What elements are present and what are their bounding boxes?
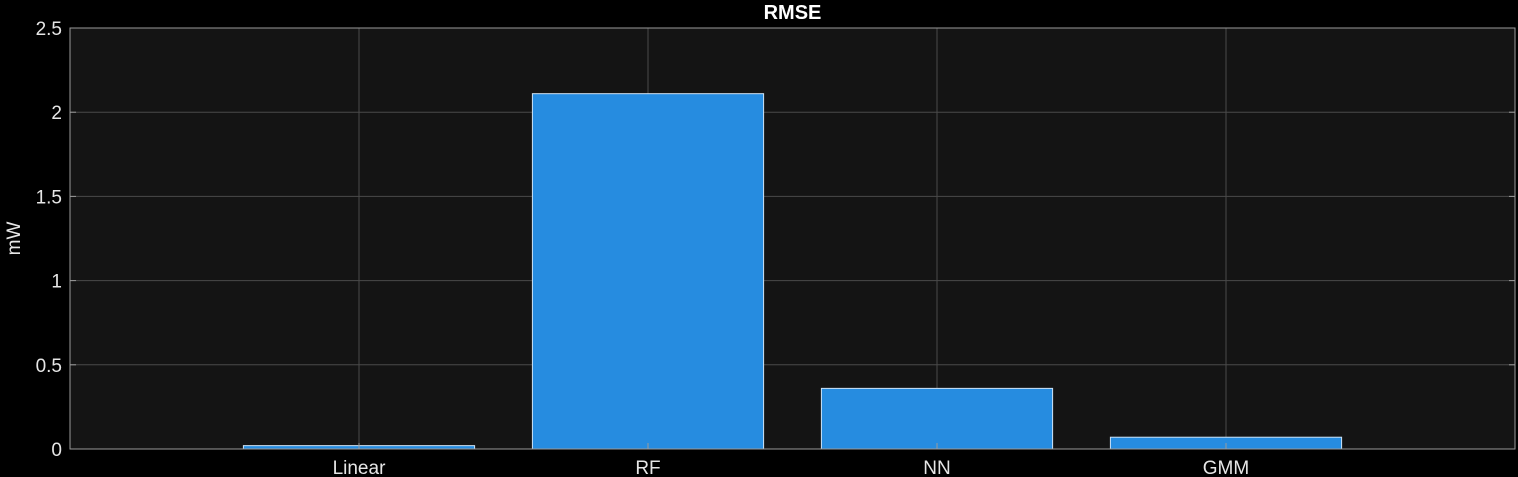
plot-area [70,28,1515,449]
x-tick-label: GMM [1203,458,1249,477]
y-axis-ticks: 0 0.5 1 1.5 2 2.5 [36,19,1515,461]
x-tick-label: RF [635,458,660,477]
x-axis-ticks: Linear RF NN GMM [333,443,1249,477]
bar-series [242,93,1343,450]
x-tick-label: Linear [333,458,386,477]
y-axis-label: mW [4,222,25,256]
y-tick-label: 2 [51,103,62,124]
y-tick-label: 1.5 [36,187,62,208]
y-tick-label: 0 [51,440,62,461]
x-tick-label: NN [923,458,950,477]
bar-rf [531,93,765,450]
y-tick-label: 2.5 [36,19,62,40]
axes-frame [69,27,1516,450]
bar-nn [820,387,1054,450]
chart-title: RMSE [764,2,822,24]
y-tick-label: 0.5 [36,356,62,377]
y-tick-label: 1 [51,272,62,293]
